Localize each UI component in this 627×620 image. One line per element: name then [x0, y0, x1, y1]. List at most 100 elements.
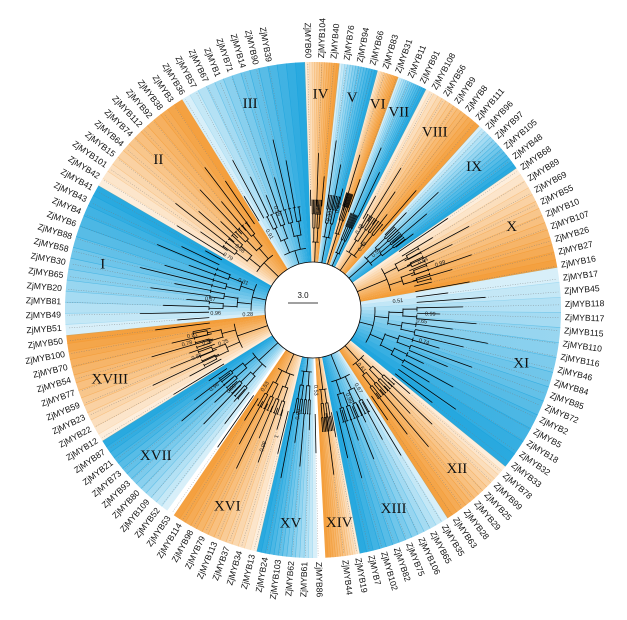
sector-slice: [258, 66, 305, 264]
branch-arc: [223, 293, 225, 300]
leaf-label: ZjMYB110: [562, 339, 603, 354]
leaf-guide-line: [307, 64, 311, 191]
sector-slice: [222, 75, 298, 266]
branch-arc: [250, 233, 256, 237]
leaf-guide-line: [434, 216, 541, 261]
clade-label-x: X: [506, 219, 517, 235]
branch-segment: [333, 196, 337, 211]
branch-segment: [301, 371, 305, 386]
sector-slice: [317, 357, 339, 558]
clade-sector-ix: [345, 125, 517, 283]
sector-slice: [318, 357, 344, 557]
sector-slice: [315, 357, 331, 558]
leaf-branch: [332, 164, 342, 208]
branch-arc: [239, 281, 243, 292]
leaf-guide-line: [359, 74, 385, 155]
sector-slice: [353, 332, 531, 442]
leaf-guide-line: [164, 113, 205, 168]
branch-arc: [231, 233, 234, 237]
leaf-branch: [375, 392, 408, 435]
branch-segment: [382, 246, 394, 257]
leaf-branch: [214, 380, 238, 403]
clade-stem: [344, 345, 359, 361]
leaf-branch: [341, 409, 363, 479]
leaf-guide-line: [469, 266, 556, 283]
leaf-guide-line: [452, 328, 557, 344]
branch-arc: [280, 224, 286, 227]
leaf-branch: [285, 160, 295, 208]
leaf-branch: [299, 413, 305, 467]
sector-slice: [315, 357, 329, 558]
clade-arc: [256, 254, 274, 273]
branch-arc: [280, 237, 289, 242]
sector-slice: [117, 150, 277, 281]
sector-slice: [347, 136, 494, 278]
branch-segment: [355, 362, 365, 375]
branch-arc: [283, 209, 287, 211]
sector-slice: [346, 131, 489, 277]
branch-arc: [288, 207, 291, 210]
branch-arc: [342, 421, 345, 423]
branch-arc: [199, 355, 202, 359]
sector-slice: [68, 257, 267, 303]
sector-slice: [249, 67, 303, 264]
sector-slice: [276, 63, 308, 263]
branch-segment: [305, 385, 308, 400]
branch-segment: [330, 195, 334, 210]
leaf-guide-line: [400, 455, 441, 521]
branch-segment: [316, 228, 319, 243]
branch-segment: [307, 399, 309, 414]
sector-slice: [126, 341, 278, 480]
leaf-branch: [412, 269, 453, 282]
leaf-branch: [410, 344, 473, 368]
leaf-guide-line: [205, 468, 237, 532]
sector-slice: [320, 357, 356, 555]
sector-slice: [350, 158, 512, 282]
bootstrap-value: 0.67: [205, 296, 216, 303]
leaf-guide-line: [468, 193, 530, 227]
branch-arc: [413, 329, 416, 335]
sector-slice: [155, 347, 284, 507]
branch-segment: [345, 212, 352, 227]
branch-segment: [375, 237, 386, 249]
leaf-guide-line: [256, 70, 274, 140]
branch-arc: [345, 404, 351, 407]
leaf-guide-line: [315, 452, 319, 556]
branch-arc: [244, 221, 248, 224]
sector-slice: [334, 88, 427, 268]
leaf-branch: [395, 233, 414, 248]
clade-sector-viii: [334, 89, 480, 275]
leaf-guide-line: [219, 82, 267, 196]
sector-slice: [329, 354, 406, 543]
branch-segment: [377, 380, 389, 391]
leaf-guide-line: [73, 342, 172, 367]
bootstrap-value: 0.96: [208, 382, 220, 393]
leaf-guide-line: [266, 477, 282, 552]
branch-segment: [342, 407, 348, 421]
leaf-branch: [416, 296, 486, 303]
clade-sector-i: [64, 185, 272, 336]
branch-segment: [417, 278, 432, 283]
clade-stem: [331, 252, 339, 267]
clade-stem: [357, 279, 388, 293]
leaf-guide-line: [407, 434, 462, 507]
branch-segment: [260, 394, 269, 408]
leaf-label: ZjMYB17: [562, 268, 599, 282]
bootstrap-value: 0.67: [353, 382, 364, 394]
branch-segment: [263, 395, 271, 409]
branch-arc: [392, 245, 395, 249]
sector-slice: [346, 133, 491, 277]
branch-segment: [347, 213, 354, 228]
branch-arc: [409, 262, 413, 268]
sector-slice: [147, 119, 283, 275]
leaf-guide-line: [71, 263, 175, 284]
leaf-guide-line: [142, 423, 204, 488]
branch-segment: [282, 225, 288, 239]
leaf-branch: [208, 368, 228, 382]
branch-arc: [256, 404, 260, 407]
clade-arc: [322, 236, 331, 239]
leaf-branch: [326, 140, 337, 208]
leaf-branch: [401, 237, 433, 257]
branch-segment: [266, 381, 274, 395]
leaf-branch: [415, 329, 488, 344]
